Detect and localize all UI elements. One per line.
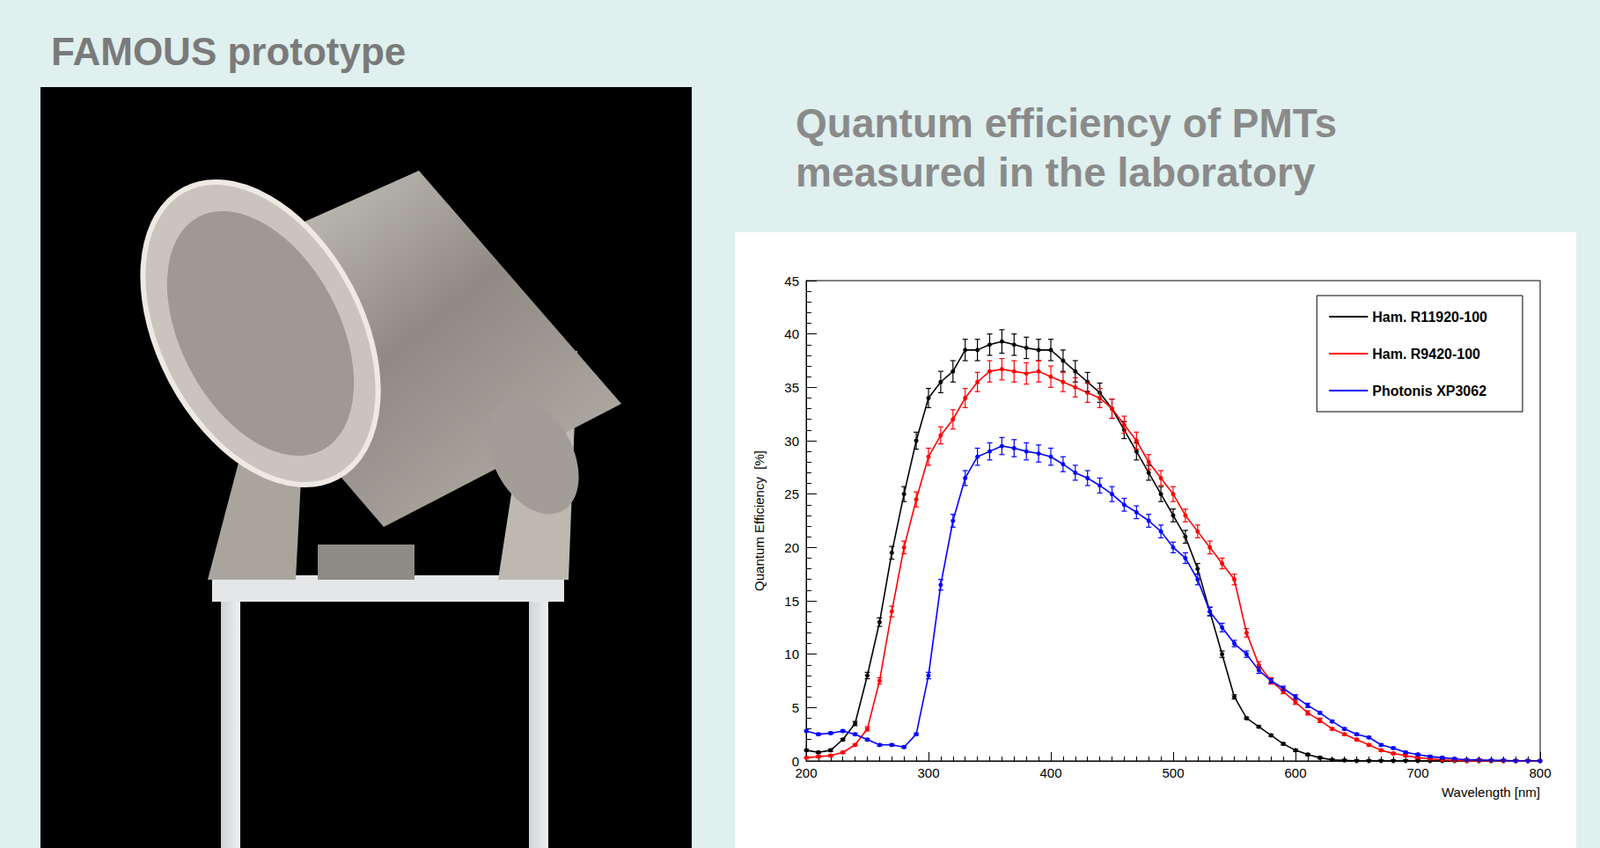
svg-text:400: 400 bbox=[1039, 765, 1062, 781]
svg-text:20: 20 bbox=[784, 540, 800, 556]
html-text:Quantum efficiency of PMTs mea: Quantum efficiency of PMTs measured in t… bbox=[795, 100, 1337, 196]
svg-text:Quantum Efficiency [%]: Quantum Efficiency [%] bbox=[751, 450, 767, 592]
html-text:FAMOUS prototype: FAMOUS prototype bbox=[51, 29, 406, 74]
svg-text:200: 200 bbox=[794, 765, 817, 781]
svg-text:35: 35 bbox=[784, 380, 800, 396]
svg-text:30: 30 bbox=[784, 433, 800, 449]
svg-text:25: 25 bbox=[784, 486, 800, 502]
svg-text:600: 600 bbox=[1284, 765, 1307, 781]
svg-text:300: 300 bbox=[917, 765, 940, 781]
svg-text:Ham. R11920-100: Ham. R11920-100 bbox=[1372, 309, 1488, 325]
svg-text:800: 800 bbox=[1528, 765, 1551, 781]
svg-text:5: 5 bbox=[792, 700, 800, 716]
svg-text:500: 500 bbox=[1161, 765, 1184, 781]
svg-text:15: 15 bbox=[784, 594, 800, 610]
svg-text:700: 700 bbox=[1406, 765, 1429, 781]
svg-text:0: 0 bbox=[791, 753, 800, 769]
svg-text:10: 10 bbox=[784, 646, 800, 662]
svg-text:45: 45 bbox=[784, 273, 800, 289]
svg-text:Wavelength [nm]: Wavelength [nm] bbox=[1441, 785, 1541, 800]
svg-text:40: 40 bbox=[784, 326, 800, 342]
svg-text:Photonis XP3062: Photonis XP3062 bbox=[1372, 383, 1487, 399]
svg-text:Ham. R9420-100: Ham. R9420-100 bbox=[1372, 346, 1481, 362]
